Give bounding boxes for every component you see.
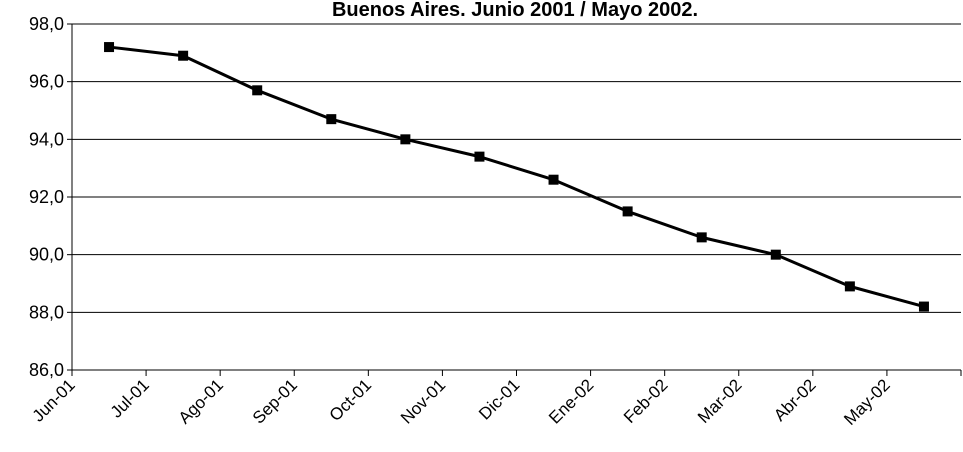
- data-point-marker: [104, 42, 115, 53]
- data-point-marker: [178, 50, 189, 61]
- y-tick-label: 94,0: [29, 129, 64, 149]
- x-tick-label: Nov-01: [397, 375, 449, 427]
- x-tick-label: Ago-01: [175, 375, 227, 427]
- data-point-marker: [474, 151, 485, 162]
- y-tick-label: 88,0: [29, 302, 64, 322]
- series-markers: [104, 42, 929, 312]
- x-tick-label: May-02: [840, 375, 894, 429]
- data-point-marker: [548, 174, 559, 185]
- data-point-marker: [252, 85, 263, 96]
- x-tick-label: Feb-02: [620, 375, 672, 427]
- x-tick-labels: Jun-01 Jul-01 Ago-01 Sep-01 Oct-01 Nov-01 Dic-…: [29, 375, 894, 429]
- series-line-path: [107, 45, 926, 309]
- chart-title: Buenos Aires. Junio 2001 / Mayo 2002.: [332, 0, 698, 21]
- x-tick-label: Sep-01: [249, 375, 301, 427]
- x-tick-label: Oct-01: [326, 375, 376, 425]
- x-tick-label: Jun-01: [29, 375, 79, 425]
- gridlines: [72, 23, 961, 313]
- x-tick-label: Ene-02: [545, 375, 597, 427]
- x-tick-label: Jul-01: [107, 375, 153, 421]
- data-point-marker: [400, 134, 411, 145]
- axes: [67, 23, 962, 376]
- x-tick-label: Abr-02: [770, 375, 820, 425]
- data-point-marker: [918, 301, 929, 312]
- y-tick-label: 98,0: [29, 14, 64, 34]
- data-point-marker: [326, 114, 337, 125]
- y-tick-label: 92,0: [29, 187, 64, 207]
- y-tick-label: 90,0: [29, 245, 64, 265]
- series-line: [107, 45, 926, 309]
- data-point-marker: [770, 249, 781, 260]
- y-tick-labels: 86,0 88,0 90,0 92,0 94,0 96,0 98,0: [29, 14, 64, 380]
- y-tick-label: 96,0: [29, 72, 64, 92]
- x-tick-label: Dic-01: [475, 375, 523, 423]
- data-point-marker: [696, 232, 707, 243]
- data-point-marker: [844, 281, 855, 292]
- y-tick-label: 86,0: [29, 360, 64, 380]
- data-point-marker: [622, 206, 633, 217]
- x-tick-label: Mar-02: [694, 375, 746, 427]
